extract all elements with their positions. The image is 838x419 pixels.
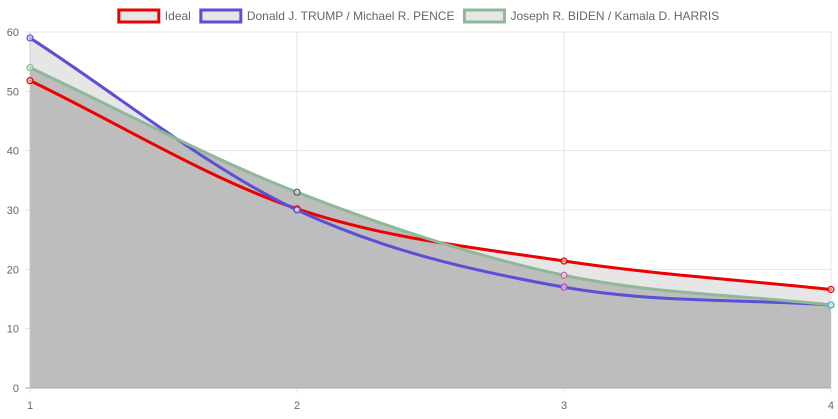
data-point[interactable] (26, 77, 34, 85)
series-points[interactable] (26, 34, 835, 309)
legend-swatch (117, 8, 161, 24)
data-point[interactable] (293, 188, 301, 196)
data-point[interactable] (560, 271, 568, 279)
legend-item-2[interactable]: Donald J. TRUMP / Michael R. PENCE (199, 8, 455, 24)
data-point[interactable] (26, 63, 34, 72)
y-tick-label: 0 (13, 383, 19, 395)
axes (25, 32, 831, 389)
tick-labels: 0 10 20 30 40 50 60 1 2 3 4 (7, 27, 834, 412)
series-line-3 (28, 66, 833, 307)
x-tick-label: 3 (561, 400, 567, 412)
legend-swatch (462, 8, 506, 24)
series-areas (30, 37, 831, 389)
y-tick-label: 60 (7, 27, 19, 39)
legend-swatch (199, 8, 243, 24)
legend-label: Donald J. TRUMP / Michael R. PENCE (247, 9, 455, 23)
data-point[interactable] (827, 285, 835, 294)
data-point[interactable] (560, 257, 568, 265)
series-line-2 (28, 36, 833, 307)
legend-label: Joseph R. BIDEN / Kamala D. HARRIS (510, 9, 719, 23)
y-tick-label: 50 (7, 86, 19, 98)
x-tick-label: 4 (828, 400, 834, 412)
y-tick-label: 20 (7, 264, 19, 276)
y-tick-label: 30 (7, 205, 19, 217)
data-point[interactable] (560, 283, 568, 291)
x-tick-label: 1 (27, 400, 33, 412)
legend-label: Ideal (165, 9, 191, 23)
y-tick-label: 10 (7, 324, 19, 336)
series-area-3 (30, 67, 831, 388)
data-point[interactable] (293, 206, 301, 214)
series-lines (28, 36, 833, 307)
series-line-1 (28, 79, 833, 292)
legend-item-1[interactable]: Ideal (117, 8, 191, 24)
data-point[interactable] (26, 34, 34, 42)
legend[interactable]: Ideal Donald J. TRUMP / Michael R. PENCE J… (117, 8, 719, 24)
legend-item-3[interactable]: Joseph R. BIDEN / Kamala D. HARRIS (462, 8, 719, 24)
data-point[interactable] (827, 301, 835, 309)
y-tick-label: 40 (7, 146, 19, 158)
x-tick-label: 2 (294, 400, 300, 412)
